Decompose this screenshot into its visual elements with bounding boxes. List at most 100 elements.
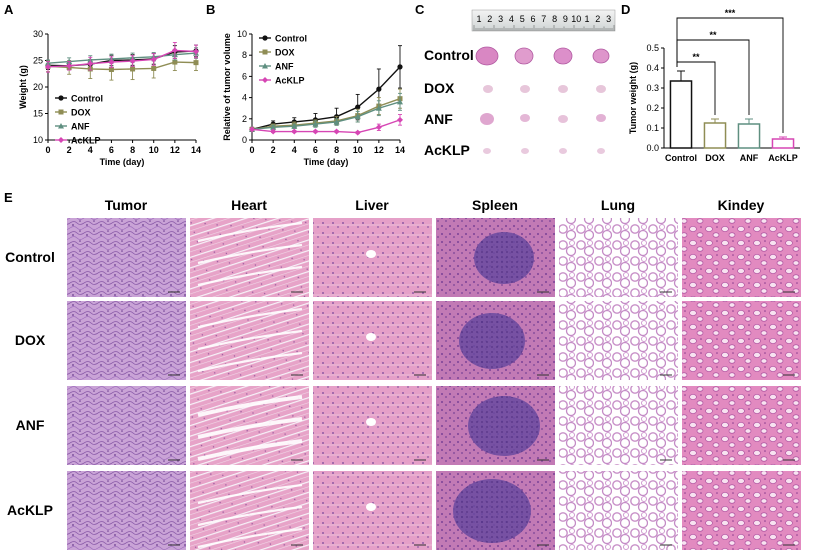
series-line xyxy=(251,101,401,131)
y-tick-label: 2 xyxy=(242,114,247,124)
ruler-numbers: 1 2 3 4 5 6 7 8 9 10 1 2 3 xyxy=(476,14,611,24)
histology-tile xyxy=(682,301,801,380)
data-point xyxy=(108,59,115,66)
series-acklp xyxy=(249,114,403,136)
tumor-sample xyxy=(558,115,568,123)
y-tick-label: 0.0 xyxy=(646,143,659,153)
tissue-gap xyxy=(197,243,303,265)
ruler-number: 1 xyxy=(584,14,589,24)
ruler-number: 2 xyxy=(487,14,492,24)
data-point xyxy=(45,63,51,70)
bar-dox xyxy=(703,122,727,149)
legend-label: Control xyxy=(275,34,307,44)
central-vein xyxy=(366,418,376,426)
histology-tile xyxy=(190,386,309,465)
y-tick-label: 0.1 xyxy=(646,123,659,133)
significance-label: *** xyxy=(725,8,736,18)
legend-label: AcKLP xyxy=(275,76,305,86)
ruler-number: 10 xyxy=(571,14,581,24)
tissue-gap xyxy=(197,307,303,329)
ruler xyxy=(471,9,616,32)
histology-tile xyxy=(67,301,186,380)
histology-row-anf: ANF xyxy=(16,417,45,433)
histology-tile xyxy=(313,386,432,465)
tumor-volume-chart: 0 2 4 6 8 10 0 2 4 6 8 10 12 14 Time (day) Relative of … xyxy=(222,29,405,167)
tissue-gap xyxy=(197,265,303,287)
ruler-number: 8 xyxy=(552,14,557,24)
histology-tile xyxy=(313,471,432,550)
x-tick-label: 6 xyxy=(109,145,114,155)
ruler-number: 7 xyxy=(541,14,546,24)
data-point xyxy=(397,64,403,70)
tumor-sample xyxy=(514,47,534,65)
tumor-sample xyxy=(553,47,573,65)
y-tick-label: 15 xyxy=(33,109,43,119)
legend-label: DOX xyxy=(71,108,91,118)
category-label: DOX xyxy=(705,153,725,163)
histology-tile xyxy=(436,301,555,380)
tissue-gap xyxy=(197,351,303,373)
tissue-gap xyxy=(197,417,303,439)
histology-tile xyxy=(67,386,186,465)
y-tick-label: 10 xyxy=(33,135,43,145)
data-point xyxy=(171,47,178,54)
data-point xyxy=(58,109,64,115)
data-point xyxy=(375,124,382,131)
tumor-sample xyxy=(483,85,493,93)
x-tick-label: 2 xyxy=(271,145,276,155)
data-point xyxy=(58,137,64,143)
histology-tile xyxy=(190,218,309,297)
photo-row-label-dox: DOX xyxy=(424,80,455,96)
tumor-sample xyxy=(596,85,606,93)
data-point xyxy=(262,35,268,41)
x-tick-label: 6 xyxy=(313,145,318,155)
legend: Control DOX ANF AcKLP xyxy=(259,34,307,86)
panel-letter-b: B xyxy=(206,2,215,17)
series-control xyxy=(249,45,403,132)
x-tick-label: 14 xyxy=(191,145,201,155)
x-tick-label: 4 xyxy=(292,145,297,155)
x-axis-label: Time (day) xyxy=(304,157,349,167)
data-point xyxy=(270,124,277,130)
data-point xyxy=(376,86,382,92)
data-point xyxy=(66,62,73,69)
histology-image xyxy=(559,218,678,297)
legend: Control DOX ANF AcKLP xyxy=(55,94,103,146)
data-point xyxy=(312,128,319,135)
y-tick-label: 0.2 xyxy=(646,103,659,113)
x-tick-label: 10 xyxy=(353,145,363,155)
histology-image xyxy=(67,386,186,465)
data-point xyxy=(172,59,178,65)
histology-row-control: Control xyxy=(5,249,55,265)
data-point xyxy=(151,65,157,71)
data-point xyxy=(129,58,136,65)
x-tick-label: 12 xyxy=(170,145,180,155)
data-point xyxy=(193,60,199,66)
x-tick-label: 8 xyxy=(130,145,135,155)
tumor-photo-panel: 1 2 3 4 5 6 7 8 9 10 1 2 3 Control DOX ANF AcKLP xyxy=(424,9,616,158)
x-tick-label: 14 xyxy=(395,145,405,155)
weight-chart: 10 15 20 25 30 0 2 4 6 8 10 12 14 Time (day) Weight (g… xyxy=(18,29,201,167)
legend-label: Control xyxy=(71,94,103,104)
y-tick-label: 4 xyxy=(242,93,247,103)
histology-tiles xyxy=(67,218,801,550)
x-tick-label: 0 xyxy=(45,145,50,155)
series-anf xyxy=(249,92,403,132)
histology-tile xyxy=(190,301,309,380)
histology-column-lung: Lung xyxy=(601,197,635,213)
significance-label: ** xyxy=(709,30,717,40)
category-label: ANF xyxy=(740,153,759,163)
ruler-number: 6 xyxy=(530,14,535,24)
bar-acklp xyxy=(771,138,795,149)
ruler-number: 1 xyxy=(476,14,481,24)
histology-image xyxy=(190,301,309,380)
histology-image xyxy=(190,471,309,550)
data-point xyxy=(249,126,255,133)
panel-letter-c: C xyxy=(415,2,425,17)
tumor-sample xyxy=(597,148,605,154)
photo-row-label-anf: ANF xyxy=(424,111,453,127)
x-tick-label: 2 xyxy=(67,145,72,155)
histology-image xyxy=(559,301,678,380)
data-point xyxy=(262,63,268,69)
